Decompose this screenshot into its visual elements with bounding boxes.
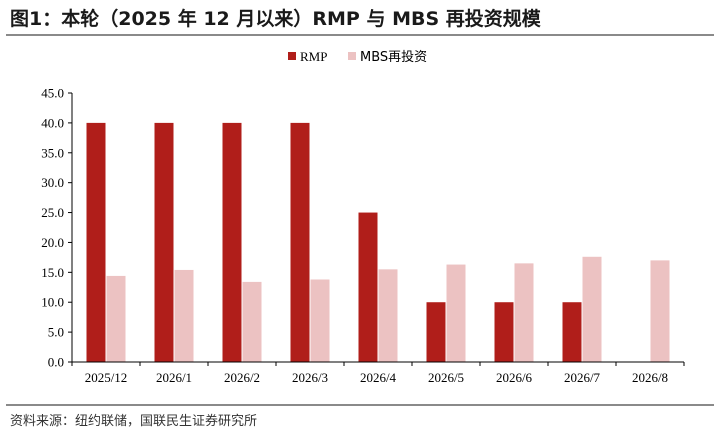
x-tick-label: 2026/8 — [632, 370, 668, 385]
legend-label-0: RMP — [300, 49, 327, 64]
x-tick-label: 2026/1 — [156, 370, 192, 385]
bar-mbs-3 — [310, 279, 330, 362]
source-note: 资料来源：纽约联储，国联民生证券研究所 — [10, 414, 258, 429]
legend-swatch-0 — [288, 52, 296, 60]
bar-rmp-0 — [86, 122, 106, 362]
legend: RMP MBS再投资 — [288, 49, 427, 65]
bar-mbs-2 — [242, 281, 262, 362]
x-tick-label: 2026/5 — [428, 370, 464, 385]
bar-rmp-6 — [494, 302, 514, 362]
bar-rmp-4 — [358, 212, 378, 362]
y-tick-label: 10.0 — [41, 295, 64, 310]
bar-mbs-1 — [174, 269, 194, 362]
source-divider — [6, 404, 714, 406]
bar-mbs-7 — [582, 256, 602, 362]
y-tick-label: 35.0 — [41, 145, 64, 160]
bar-mbs-4 — [378, 269, 398, 362]
y-tick-label: 25.0 — [41, 205, 64, 220]
y-tick-label: 5.0 — [48, 325, 64, 340]
bar-rmp-1 — [154, 122, 174, 362]
bar-rmp-7 — [562, 302, 582, 362]
bar-mbs-6 — [514, 263, 534, 362]
x-tick-label: 2026/7 — [564, 370, 601, 385]
y-tick-label: 15.0 — [41, 265, 64, 280]
bar-rmp-3 — [290, 122, 310, 362]
y-axis: 0.0 5.0 10.0 15.0 20.0 25.0 30.0 35.0 40.0 45.0 — [41, 86, 73, 370]
y-tick-label: 40.0 — [41, 115, 64, 130]
x-tick-label: 2026/2 — [224, 370, 260, 385]
x-axis: 2025/12 2026/1 2026/2 2026/3 2026/4 2026/5 202… — [71, 361, 685, 385]
x-tick-label: 2026/6 — [496, 370, 533, 385]
x-tick-label: 2025/12 — [85, 370, 128, 385]
y-tick-label: 45.0 — [41, 86, 64, 101]
y-tick-label: 0.0 — [48, 355, 64, 370]
bar-mbs-0 — [106, 275, 126, 362]
bar-rmp-5 — [426, 302, 446, 362]
bars — [86, 122, 670, 362]
bar-mbs-5 — [446, 264, 466, 362]
bar-chart: RMP MBS再投资 0.0 5.0 10.0 15.0 20.0 25.0 30.0 35.0… — [41, 49, 685, 385]
title-divider — [6, 34, 714, 36]
x-tick-label: 2026/4 — [360, 370, 397, 385]
legend-label-1: MBS再投资 — [360, 49, 427, 65]
y-tick-label: 30.0 — [41, 175, 64, 190]
bar-rmp-2 — [222, 122, 242, 362]
bar-mbs-8 — [650, 260, 670, 362]
legend-swatch-1 — [348, 52, 356, 60]
x-tick-label: 2026/3 — [292, 370, 328, 385]
y-tick-label: 20.0 — [41, 235, 64, 250]
chart-title: 图1：本轮（2025 年 12 月以来）RMP 与 MBS 再投资规模 — [10, 8, 541, 30]
